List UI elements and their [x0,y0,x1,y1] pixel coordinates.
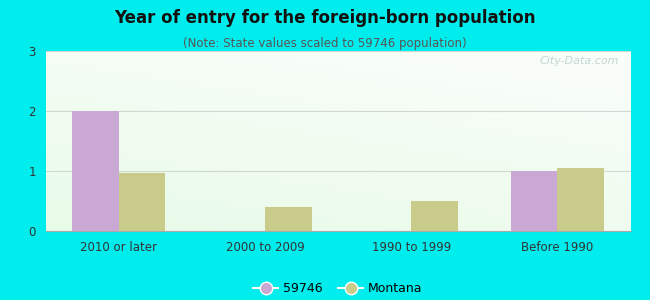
Bar [558,168,604,231]
Bar [265,207,311,231]
Text: (Note: State values scaled to 59746 population): (Note: State values scaled to 59746 popu… [183,38,467,50]
Bar [118,173,165,231]
Legend: 59746, Montana: 59746, Montana [248,277,428,300]
Text: City-Data.com: City-Data.com [540,56,619,66]
Bar [411,201,458,231]
Bar [510,171,557,231]
Text: Year of entry for the foreign-born population: Year of entry for the foreign-born popul… [114,9,536,27]
Bar [72,111,118,231]
